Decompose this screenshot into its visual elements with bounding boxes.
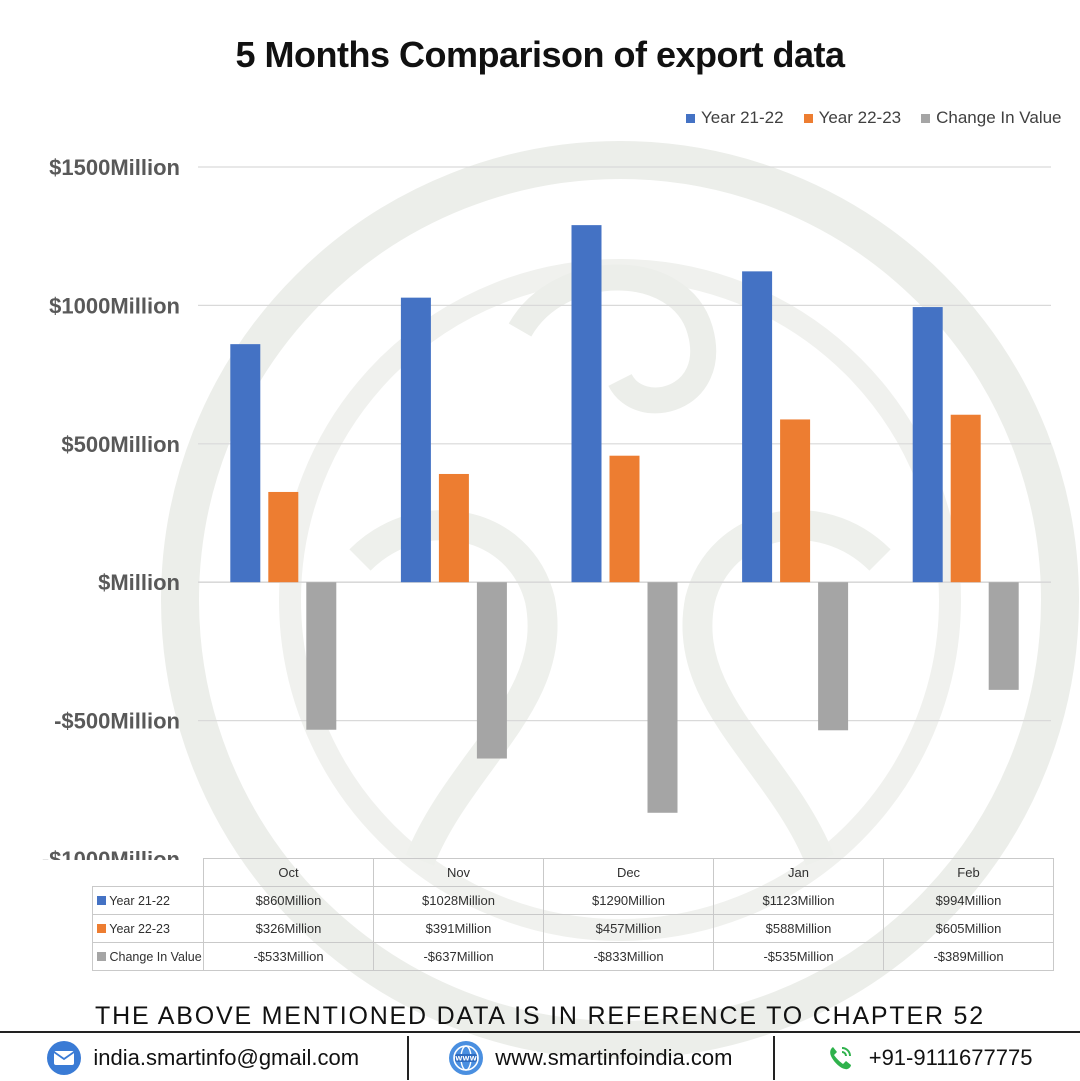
footer-note: THE ABOVE MENTIONED DATA IS IN REFERENCE… <box>95 1002 985 1030</box>
legend-item-change-in-value: Change In Value <box>921 108 1062 128</box>
table-header-cell: Dec <box>543 858 714 887</box>
table-cell: $605Million <box>883 914 1054 943</box>
table-row-head: Change In Value <box>92 942 204 971</box>
table-cell: $1290Million <box>543 886 714 915</box>
table-header-cell: Oct <box>203 858 374 887</box>
y-tick-label: $1500Million <box>49 155 180 180</box>
bar-year-21-22-jan <box>742 271 773 583</box>
bar-year-22-23-dec <box>609 455 640 583</box>
bar-year-21-22-dec <box>571 225 602 583</box>
bar-year-22-23-jan <box>780 419 811 583</box>
legend-swatch <box>803 113 813 123</box>
email-text[interactable]: india.smartinfo@gmail.com <box>93 1044 360 1070</box>
table-cell: $457Million <box>543 914 714 943</box>
table-header-cell: Jan <box>713 858 884 887</box>
data-table: Oct Nov Dec Jan Feb Year 21-22 $860Milli… <box>92 858 1054 971</box>
bar-change-in-value-oct <box>306 582 337 730</box>
envelope-icon <box>47 1040 82 1075</box>
table-cell: $391Million <box>373 914 544 943</box>
table-row-head: Year 21-22 <box>92 886 204 915</box>
table-cell: $994Million <box>883 886 1054 915</box>
bar-change-in-value-dec <box>647 582 678 813</box>
bar-change-in-value-jan <box>818 582 849 731</box>
table-row-label: Year 22-23 <box>109 921 170 936</box>
contact-bar: india.smartinfo@gmail.com WWW www.smarti… <box>0 1034 1080 1081</box>
bar-year-22-23-nov <box>438 473 469 583</box>
table-cell: $1123Million <box>713 886 884 915</box>
chart-title: 5 Months Comparison of export data <box>235 34 845 75</box>
table-cell: -$535Million <box>713 942 884 971</box>
phone-icon <box>823 1041 857 1075</box>
table-cell: $860Million <box>203 886 374 915</box>
table-legend-key <box>97 951 106 961</box>
chart-plot-area: $1500Million $1000Million $500Million $Mill… <box>42 155 1051 860</box>
table-header-cell: Nov <box>373 858 544 887</box>
table-corner <box>92 858 204 887</box>
table-cell: $1028Million <box>373 886 544 915</box>
legend-item-year-22-23: Year 22-23 <box>803 108 902 128</box>
table-legend-key <box>97 895 106 905</box>
legend-swatch <box>921 113 931 123</box>
table-legend-key <box>97 923 106 933</box>
chart-legend: Year 21-22 Year 22-23 Change In Value <box>686 108 1062 128</box>
legend-label: Change In Value <box>936 108 1062 127</box>
table-cell: -$533Million <box>203 942 374 971</box>
website-text[interactable]: www.smartinfoindia.com <box>495 1044 733 1070</box>
contact-email[interactable]: india.smartinfo@gmail.com <box>0 1034 407 1081</box>
table-row: Year 21-22 $860Million $1028Million $129… <box>92 886 1054 915</box>
table-cell: $326Million <box>203 914 374 943</box>
table-row-head: Year 22-23 <box>92 914 204 943</box>
bar-year-21-22-nov <box>400 297 431 583</box>
table-row-label: Year 21-22 <box>109 893 170 908</box>
legend-swatch <box>686 113 695 123</box>
bar-change-in-value-nov <box>476 582 507 759</box>
contact-separator <box>406 1036 409 1080</box>
legend-item-year-21-22: Year 21-22 <box>686 108 784 128</box>
footer-divider <box>0 1031 1080 1033</box>
table-row: Change In Value -$533Million -$637Millio… <box>92 942 1054 971</box>
table-header-row: Oct Nov Dec Jan Feb <box>92 858 1054 887</box>
y-tick-label: $Million <box>98 570 180 595</box>
table-row-label: Change In Value <box>109 949 202 964</box>
contact-phone[interactable]: +91-9111677775 <box>775 1034 1080 1081</box>
bar-year-21-22-feb <box>912 307 943 583</box>
bar-year-22-23-feb <box>950 414 981 583</box>
bar-change-in-value-feb <box>988 582 1019 690</box>
table-cell: -$833Million <box>543 942 714 971</box>
y-tick-label: -$500Million <box>54 709 180 734</box>
globe-icon: WWW <box>449 1040 484 1075</box>
bar-year-21-22-oct <box>230 344 261 583</box>
table-row: Year 22-23 $326Million $391Million $457M… <box>92 914 1054 943</box>
table-cell: -$637Million <box>373 942 544 971</box>
bar-year-22-23-oct <box>268 491 299 583</box>
legend-label: Year 21-22 <box>701 108 784 127</box>
table-cell: -$389Million <box>883 942 1054 971</box>
y-tick-label: $500Million <box>61 432 180 457</box>
contact-separator <box>773 1036 776 1080</box>
legend-label: Year 22-23 <box>818 108 902 127</box>
svg-text:WWW: WWW <box>455 1054 477 1062</box>
contact-website[interactable]: WWW www.smartinfoindia.com <box>409 1034 774 1081</box>
y-tick-label: -$1000Million <box>42 847 180 860</box>
table-cell: $588Million <box>713 914 884 943</box>
phone-text[interactable]: +91-9111677775 <box>868 1044 1033 1070</box>
y-tick-label: $1000Million <box>49 293 180 318</box>
table-header-cell: Feb <box>883 858 1054 887</box>
